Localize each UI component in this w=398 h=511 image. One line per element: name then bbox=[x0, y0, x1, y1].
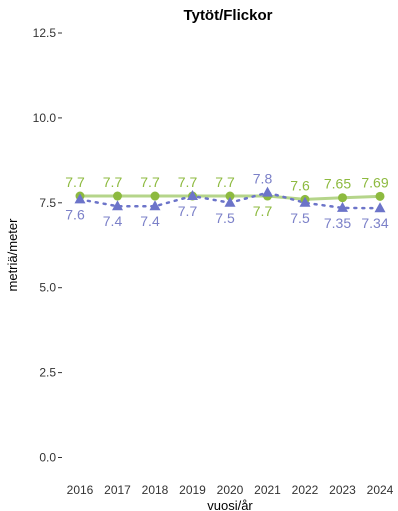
series-1-data-label: 7.7 bbox=[215, 174, 235, 190]
y-tick-label: 0.0 bbox=[39, 451, 56, 465]
series-2-data-label: 7.5 bbox=[290, 210, 310, 226]
series-1-data-label: 7.7 bbox=[253, 203, 273, 219]
series-2-data-label: 7.6 bbox=[65, 206, 85, 222]
series-2-data-label: 7.8 bbox=[253, 171, 273, 187]
series-1-point bbox=[338, 193, 347, 203]
series-2-point bbox=[112, 200, 123, 211]
y-tick-label: 2.5 bbox=[39, 366, 56, 380]
series-2-data-label: 7.35 bbox=[324, 215, 351, 231]
series-1-data-label: 7.65 bbox=[324, 176, 351, 192]
y-axis-title: metriä/meter bbox=[5, 218, 20, 292]
series-1-data-label: 7.7 bbox=[140, 174, 160, 190]
series-2-point bbox=[224, 196, 236, 207]
series-2-point bbox=[187, 190, 198, 201]
series-1-point bbox=[225, 191, 235, 201]
x-tick-label: 2020 bbox=[217, 483, 244, 497]
series-1-point bbox=[113, 191, 122, 201]
series-2-data-label: 7.5 bbox=[215, 210, 235, 226]
series-2-data-label: 7.4 bbox=[140, 213, 160, 229]
series-2-point bbox=[299, 196, 311, 207]
x-axis: 2016 2017 2018 2019 2020 2021 2022 2023 2024 bbox=[67, 483, 394, 497]
y-tick-label: 7.5 bbox=[39, 196, 56, 210]
y-tick-label: 5.0 bbox=[39, 281, 56, 295]
series-1-data-label: 7.6 bbox=[290, 177, 310, 193]
series-2-point bbox=[262, 186, 273, 197]
y-axis: 0.0 2.5 5.0 7.5 10.0 12.5 bbox=[33, 26, 62, 465]
series-2-point bbox=[374, 202, 386, 213]
y-tick-label: 12.5 bbox=[33, 26, 57, 40]
series-2-data-label: 7.7 bbox=[178, 203, 198, 219]
series-2-point bbox=[149, 200, 161, 211]
x-tick-label: 2017 bbox=[104, 483, 131, 497]
x-tick-label: 2022 bbox=[292, 483, 319, 497]
chart-title: Tytöt/Flickor bbox=[184, 7, 273, 24]
series-1-data-label: 7.69 bbox=[361, 174, 388, 190]
series-1-point bbox=[375, 191, 385, 201]
series-1-data-label: 7.7 bbox=[103, 174, 123, 190]
series-2-data-label: 7.4 bbox=[103, 213, 123, 229]
series-2-data-label: 7.34 bbox=[361, 215, 388, 231]
x-tick-label: 2024 bbox=[367, 483, 394, 497]
series-2-point bbox=[337, 201, 348, 212]
x-tick-label: 2016 bbox=[67, 483, 94, 497]
x-axis-title: vuosi/år bbox=[207, 498, 253, 511]
x-tick-label: 2019 bbox=[179, 483, 206, 497]
series-layer: 7.7 7.7 7.7 7.7 7.7 7.7 7.6 7.65 7.69 7.6 7.4 7.4 7.… bbox=[65, 171, 389, 232]
x-tick-label: 2021 bbox=[254, 483, 281, 497]
series-1-point bbox=[150, 191, 160, 201]
x-tick-label: 2018 bbox=[142, 483, 169, 497]
series-2-point bbox=[74, 193, 86, 204]
series-1-data-label: 7.7 bbox=[65, 174, 85, 190]
series-1-data-label: 7.7 bbox=[178, 174, 198, 190]
x-tick-label: 2023 bbox=[329, 483, 356, 497]
y-tick-label: 10.0 bbox=[33, 111, 57, 125]
